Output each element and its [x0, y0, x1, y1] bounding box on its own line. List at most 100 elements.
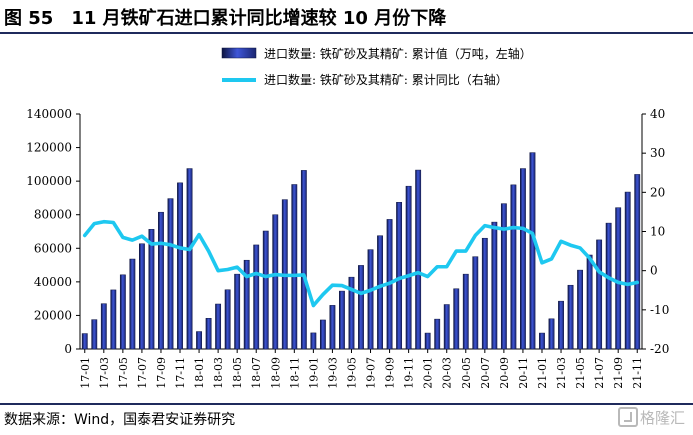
footer-divider: [0, 403, 693, 405]
x-axis-tick-label: 20-09: [498, 357, 511, 389]
legend-bar-swatch: [221, 47, 257, 59]
x-axis-tick-label: 17-07: [136, 357, 149, 389]
bar: [148, 229, 155, 350]
tick-labels: 0 20000 40000 60000 80000 100000 120000 140000 -…: [26, 107, 669, 389]
left-axis-tick-label: 100000: [26, 174, 72, 188]
x-axis-tick-label: 20-05: [460, 357, 473, 389]
bar: [558, 300, 564, 350]
bar: [224, 289, 231, 350]
x-axis-tick-label: 18-05: [231, 357, 244, 389]
right-axis-tick-label: 20: [650, 185, 665, 199]
left-axis-tick-label: 20000: [34, 308, 72, 322]
bar: [481, 237, 488, 350]
bar: [300, 170, 307, 350]
bar: [367, 249, 374, 350]
right-axis-tick-label: 10: [650, 225, 665, 239]
bar: [196, 331, 202, 350]
watermark-text: 格隆汇: [639, 409, 685, 427]
bar: [453, 288, 460, 350]
bar: [119, 274, 126, 350]
bar: [529, 152, 536, 350]
x-axis-tick-label: 21-11: [631, 357, 644, 389]
x-axis-tick-label: 21-03: [555, 357, 568, 389]
left-axis-tick-label: 0: [64, 342, 72, 356]
x-axis-tick-label: 19-01: [307, 357, 320, 389]
bar: [415, 169, 422, 350]
series-line: [82, 219, 640, 308]
bar: [310, 332, 317, 350]
bar: [139, 243, 145, 350]
right-axis-tick-label: -20: [650, 342, 669, 356]
chart: 进口数量: 铁矿砂及其精矿: 累计值（万吨，左轴） 进口数量: 铁矿砂及其精矿: …: [26, 46, 669, 389]
bar: [348, 276, 355, 350]
right-axis-tick-label: 40: [650, 107, 665, 121]
bar: [586, 254, 593, 350]
bar: [462, 273, 469, 350]
x-axis-tick-label: 19-07: [365, 357, 378, 389]
bar: [377, 235, 383, 350]
page-title: 图 55 11 月铁矿石进口累计同比增速较 10 月份下降: [4, 8, 447, 29]
source-note: 数据来源：Wind，国泰君安证券研究: [4, 412, 236, 428]
legend-label: 进口数量: 铁矿砂及其精矿: 累计同比（右轴）: [264, 72, 508, 87]
left-axis-tick-label: 120000: [26, 141, 72, 155]
x-axis-tick-label: 21-01: [536, 357, 549, 389]
x-axis-tick-label: 19-11: [403, 357, 416, 389]
x-axis-tick-label: 20-03: [441, 357, 454, 389]
title-bar: 图 55 11 月铁矿石进口累计同比增速较 10 月份下降: [0, 0, 693, 34]
bar: [567, 284, 574, 350]
bar: [253, 244, 260, 350]
x-axis-tick-label: 20-01: [422, 357, 435, 389]
bar: [272, 214, 279, 350]
legend-label: 进口数量: 铁矿砂及其精矿: 累计值（万吨，左轴）: [264, 46, 532, 61]
bar: [291, 184, 298, 350]
bar: [186, 168, 193, 350]
bar: [205, 318, 212, 350]
watermark-logo-icon: [617, 407, 638, 427]
bar: [167, 198, 174, 350]
x-axis-tick-label: 19-03: [326, 357, 339, 389]
bar: [358, 265, 364, 350]
bar: [634, 174, 641, 350]
line-series: [82, 219, 640, 308]
x-axis-tick-label: 20-11: [517, 357, 530, 389]
bar: [81, 333, 88, 350]
bar: [329, 305, 336, 350]
bar: [596, 239, 603, 350]
x-axis-tick-label: 19-09: [384, 357, 397, 389]
x-axis-tick-label: 21-07: [593, 357, 606, 389]
bar: [243, 259, 250, 350]
bar: [262, 230, 269, 350]
x-axis-tick-label: 17-01: [79, 357, 92, 389]
x-axis-tick-label: 17-11: [174, 357, 187, 389]
bar: [215, 303, 222, 350]
right-axis-tick-label: 0: [650, 264, 658, 278]
x-axis-tick-label: 17-05: [117, 357, 130, 389]
x-axis-tick-label: 18-01: [193, 357, 206, 389]
bar: [520, 168, 526, 350]
bar: [491, 221, 498, 350]
bar: [405, 185, 412, 350]
x-axis-tick-label: 20-07: [479, 357, 492, 389]
left-axis-tick-label: 80000: [34, 208, 72, 222]
bar: [396, 202, 403, 350]
bar: [100, 303, 107, 350]
left-axis-tick-label: 60000: [34, 241, 72, 255]
x-axis-tick-label: 18-09: [269, 357, 282, 389]
legend: 进口数量: 铁矿砂及其精矿: 累计值（万吨，左轴） 进口数量: 铁矿砂及其精矿: …: [221, 46, 532, 87]
bar: [624, 191, 631, 350]
bar: [539, 332, 545, 350]
bar: [91, 319, 98, 350]
bar: [339, 290, 345, 350]
bar: [443, 304, 450, 350]
left-axis-tick-label: 140000: [26, 107, 72, 121]
bar: [319, 319, 326, 350]
bar: [548, 318, 555, 350]
x-axis-tick-label: 18-07: [250, 357, 263, 389]
bar: [434, 318, 441, 350]
bar: [177, 182, 183, 350]
x-axis-tick-label: 18-03: [212, 357, 225, 389]
bar: [500, 203, 507, 350]
left-axis-tick-label: 40000: [34, 275, 72, 289]
bar: [472, 256, 479, 350]
x-axis-tick-label: 21-09: [612, 357, 625, 389]
